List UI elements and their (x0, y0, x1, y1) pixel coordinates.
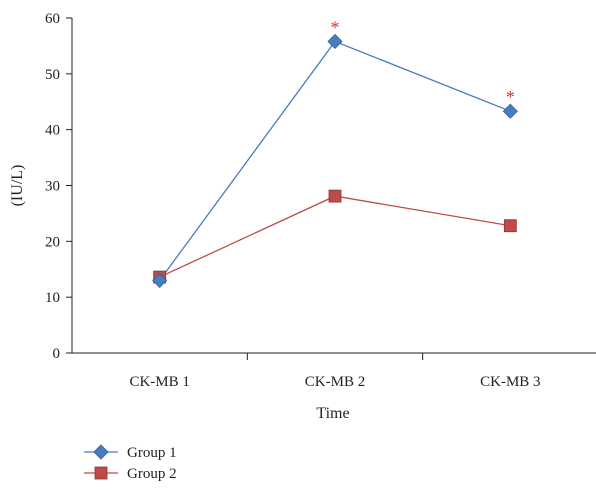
axes: 0 10 20 30 40 50 60 CK-MB 1 CK-MB 2 CK-MB 3 (45, 11, 596, 390)
plot-area (152, 33, 518, 288)
x-axis-title: Time (316, 405, 349, 422)
legend-label: Group 2 (127, 466, 177, 482)
significance-star: * (506, 87, 515, 107)
legend-label: Group 1 (127, 445, 177, 461)
x-tick-label: CK-MB 2 (305, 374, 365, 390)
y-tick-label: 40 (45, 123, 60, 139)
y-tick-label: 60 (45, 11, 60, 27)
x-tick-label: CK-MB 3 (480, 374, 540, 390)
legend: Group 1 Group 2 (84, 444, 177, 482)
data-point (327, 33, 343, 50)
series-1 (159, 40, 511, 281)
legend-item: Group 2 (84, 466, 177, 482)
y-tick-label: 50 (45, 67, 60, 83)
legend-item: Group 1 (84, 444, 177, 461)
y-tick-label: 30 (45, 179, 60, 195)
y-axis-title: (IU/L) (9, 165, 26, 207)
data-point (328, 189, 342, 203)
x-tick-label: CK-MB 1 (129, 374, 189, 390)
data-point (503, 219, 517, 233)
y-ticks: 0 10 20 30 40 50 60 (45, 11, 72, 362)
series-markers (152, 33, 518, 288)
legend-marker (94, 466, 108, 480)
series-line (159, 40, 511, 281)
series-markers (153, 189, 517, 284)
x-ticks: CK-MB 1 CK-MB 2 CK-MB 3 (129, 353, 541, 390)
legend-marker (93, 444, 109, 460)
y-tick-label: 20 (45, 234, 60, 250)
significance-star: * (331, 17, 340, 37)
data-point (502, 103, 518, 119)
y-tick-label: 0 (53, 346, 61, 362)
y-tick-label: 10 (45, 290, 60, 306)
data-point (152, 272, 168, 288)
significance-markers: ** (331, 17, 515, 107)
